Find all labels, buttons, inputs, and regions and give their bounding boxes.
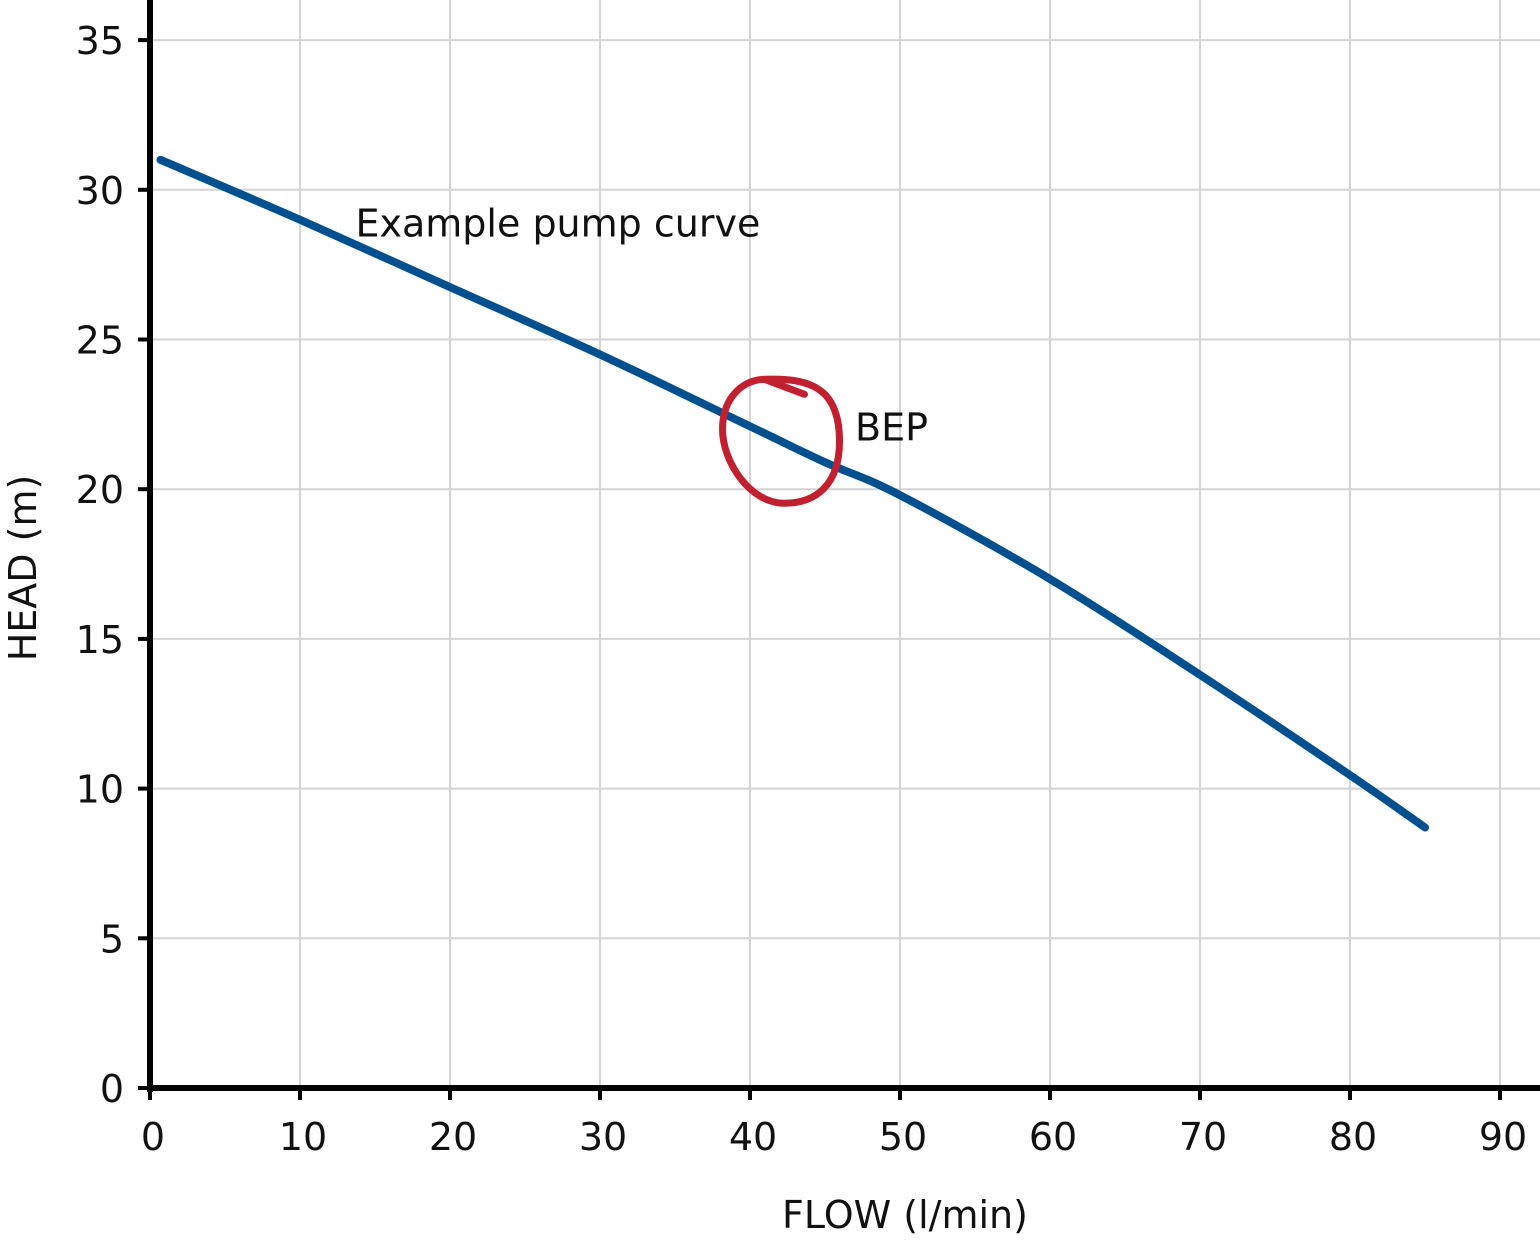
x-tick-label: 60 (1029, 1115, 1077, 1159)
y-tick-label: 25 (76, 319, 124, 363)
x-axis-label: FLOW (l/min) (782, 1193, 1028, 1237)
x-tick-label: 90 (1479, 1115, 1527, 1159)
annotation-bep-label: BEP (855, 405, 928, 449)
y-tick-labels: 0 5 10 15 20 25 30 35 (76, 19, 150, 1111)
y-tick-label: 20 (76, 468, 124, 512)
x-tick-label: 10 (279, 1115, 327, 1159)
annotation-curve-label: Example pump curve (356, 202, 761, 246)
bep-circle-marker (718, 375, 844, 507)
x-tick-label: 0 (141, 1115, 165, 1159)
y-axis-label: HEAD (m) (1, 475, 45, 662)
grid (150, 0, 1540, 1088)
x-tick-label: 20 (429, 1115, 477, 1159)
x-tick-label: 50 (879, 1115, 927, 1159)
y-tick-label: 5 (100, 917, 124, 961)
x-tick-label: 70 (1179, 1115, 1227, 1159)
y-tick-label: 10 (76, 768, 124, 812)
series-line-pump-curve (156, 155, 1429, 832)
y-tick-label: 15 (76, 618, 124, 662)
y-tick-label: 0 (100, 1067, 124, 1111)
y-tick-label: 30 (76, 169, 124, 213)
x-tick-label: 80 (1329, 1115, 1377, 1159)
y-tick-label: 35 (76, 19, 124, 63)
x-tick-label: 30 (579, 1115, 627, 1159)
x-tick-label: 40 (729, 1115, 777, 1159)
x-tick-labels: 0 10 20 30 40 50 60 70 80 90 (141, 1088, 1527, 1159)
